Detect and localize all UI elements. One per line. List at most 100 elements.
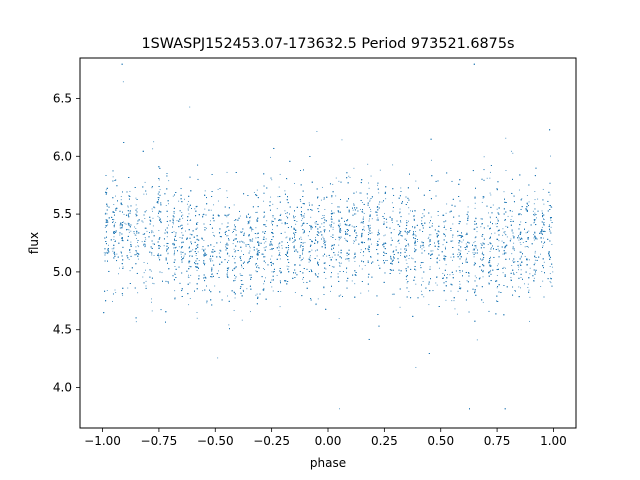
data-point: [143, 193, 145, 195]
data-point: [338, 180, 340, 182]
data-point: [302, 278, 304, 280]
data-point: [135, 321, 137, 323]
data-point: [301, 219, 303, 221]
data-point: [112, 250, 114, 252]
data-point: [348, 260, 350, 262]
data-point: [220, 241, 221, 243]
data-point: [489, 216, 491, 218]
data-point: [378, 192, 380, 194]
data-point: [540, 253, 541, 255]
data-point: [541, 231, 542, 233]
data-point: [175, 246, 177, 248]
data-point: [459, 271, 461, 273]
data-point: [474, 207, 476, 209]
data-point: [512, 152, 514, 154]
data-point: [317, 261, 319, 263]
data-point: [474, 241, 476, 242]
data-point: [549, 273, 551, 275]
data-point: [354, 226, 356, 228]
data-point: [136, 223, 138, 225]
data-point: [272, 229, 273, 231]
data-point: [428, 241, 430, 243]
data-point: [329, 257, 331, 259]
data-point: [217, 200, 219, 202]
data-point: [353, 242, 355, 244]
data-point: [520, 221, 522, 223]
data-point: [113, 247, 115, 249]
data-point: [143, 272, 145, 274]
data-points: [103, 63, 554, 410]
data-point: [435, 282, 437, 284]
data-point: [300, 200, 302, 202]
data-point: [533, 237, 535, 239]
data-point: [134, 226, 135, 228]
data-point: [265, 262, 266, 264]
data-point: [127, 223, 129, 225]
data-point: [284, 231, 286, 233]
data-point: [361, 234, 363, 236]
data-point: [158, 217, 160, 219]
data-point: [262, 268, 264, 270]
data-point: [473, 242, 475, 244]
data-point: [504, 219, 505, 221]
data-point: [233, 228, 235, 230]
data-point: [332, 228, 334, 230]
data-point: [233, 248, 235, 250]
data-point: [302, 232, 304, 234]
data-point: [524, 255, 526, 257]
data-point: [543, 219, 545, 220]
data-point: [263, 200, 265, 202]
data-point: [466, 253, 468, 254]
data-point: [459, 281, 461, 282]
data-point: [143, 243, 145, 245]
data-point: [116, 253, 118, 255]
data-point: [504, 252, 505, 254]
data-point: [144, 246, 146, 248]
data-point: [144, 181, 146, 183]
data-point: [249, 250, 251, 252]
data-point: [232, 243, 234, 245]
data-point: [271, 179, 273, 181]
data-point: [512, 248, 514, 250]
data-point: [346, 255, 348, 257]
data-point: [106, 251, 108, 253]
data-point: [189, 255, 190, 257]
data-point: [395, 246, 397, 248]
data-point: [390, 258, 392, 260]
data-point: [376, 211, 378, 213]
data-point: [113, 204, 115, 205]
data-point: [359, 209, 361, 210]
data-point: [502, 253, 504, 255]
data-point: [528, 259, 530, 261]
data-point: [370, 243, 372, 245]
data-point: [421, 248, 423, 250]
data-point: [505, 234, 507, 236]
data-point: [529, 273, 531, 275]
data-point: [458, 266, 460, 268]
data-point: [457, 290, 459, 292]
data-point: [248, 244, 250, 246]
data-point: [188, 277, 190, 278]
data-point: [113, 239, 115, 240]
data-point: [519, 251, 521, 253]
data-point: [189, 282, 191, 284]
data-point: [489, 171, 491, 173]
data-point: [234, 280, 236, 281]
data-point: [497, 218, 499, 220]
data-point: [330, 236, 332, 237]
data-point: [303, 281, 305, 283]
data-point: [152, 282, 154, 284]
data-point: [503, 266, 505, 268]
data-point: [300, 236, 302, 238]
data-point: [335, 239, 337, 240]
data-point: [271, 271, 273, 273]
data-point: [120, 199, 122, 201]
data-point: [459, 286, 460, 288]
data-point: [233, 220, 235, 221]
data-point: [398, 239, 400, 241]
data-point: [461, 235, 462, 237]
data-point: [370, 210, 372, 212]
data-point: [513, 242, 515, 244]
data-point: [296, 221, 298, 222]
data-point: [136, 238, 137, 239]
